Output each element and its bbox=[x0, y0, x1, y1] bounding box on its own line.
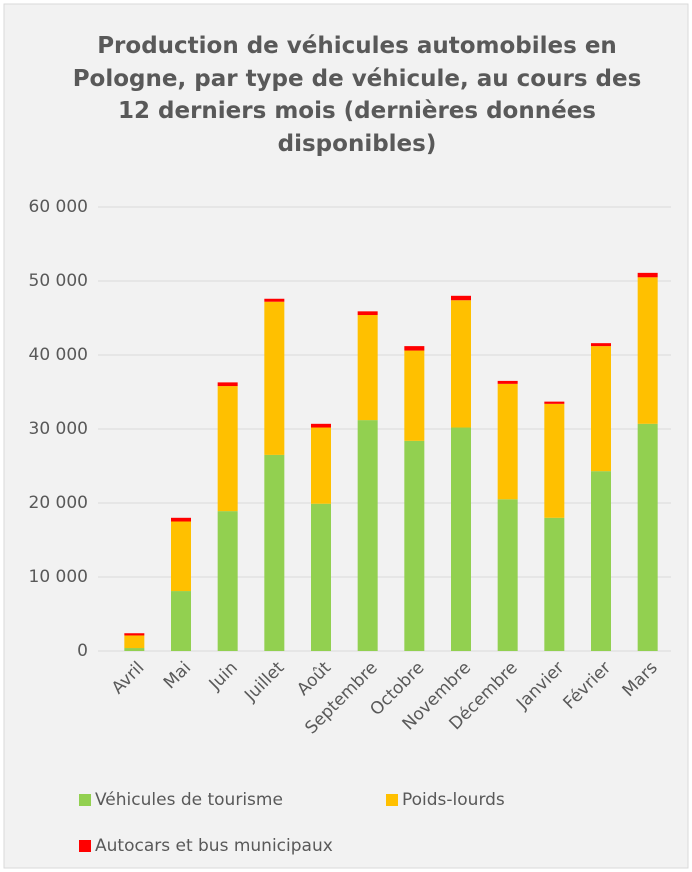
bar-segment bbox=[124, 635, 145, 649]
y-tick-label: 20 000 bbox=[29, 493, 88, 513]
bar-segment bbox=[217, 382, 238, 387]
bar-segment bbox=[404, 350, 425, 441]
chart-background bbox=[3, 3, 689, 869]
bar-segment bbox=[637, 277, 658, 424]
bar-segment bbox=[357, 311, 378, 316]
bar-segment bbox=[171, 591, 191, 651]
legend-label: Autocars et bus municipaux bbox=[95, 836, 333, 856]
legend-label: Poids-lourds bbox=[402, 790, 505, 810]
bar-segment bbox=[451, 300, 471, 428]
bar-segment bbox=[311, 503, 331, 651]
y-tick-label: 10 000 bbox=[29, 567, 88, 587]
legend-swatch bbox=[386, 794, 398, 806]
bar-segment bbox=[544, 401, 565, 404]
bar-segment bbox=[544, 517, 565, 651]
bar-segment bbox=[451, 427, 471, 651]
bar-segment bbox=[591, 471, 611, 651]
bar-segment bbox=[497, 383, 518, 500]
bar-segment bbox=[124, 633, 145, 636]
legend-swatch bbox=[79, 794, 91, 806]
bar-segment bbox=[497, 499, 518, 651]
bar-segment bbox=[171, 521, 191, 592]
legend-swatch bbox=[79, 840, 91, 852]
bar-segment bbox=[637, 423, 658, 651]
y-tick-label: 50 000 bbox=[29, 271, 88, 291]
bar-segment bbox=[264, 298, 285, 302]
bar-segment bbox=[404, 440, 425, 651]
bar-segment bbox=[311, 427, 331, 504]
bar-segment bbox=[404, 346, 425, 351]
y-tick-label: 0 bbox=[77, 641, 88, 661]
y-tick-label: 40 000 bbox=[29, 345, 88, 365]
bar-segment bbox=[451, 295, 471, 301]
bar-segment bbox=[544, 403, 565, 518]
bar-segment bbox=[591, 346, 611, 472]
bar-segment bbox=[591, 343, 611, 347]
bar-segment bbox=[217, 386, 238, 512]
bar-segment bbox=[311, 423, 331, 428]
bar-segment bbox=[497, 380, 518, 384]
bar-segment bbox=[217, 511, 238, 651]
bar-segment bbox=[124, 648, 145, 651]
bar-segment bbox=[264, 301, 285, 455]
bar-segment bbox=[171, 517, 191, 522]
bar-segment bbox=[637, 272, 658, 278]
legend-label: Véhicules de tourisme bbox=[95, 790, 283, 810]
bar-segment bbox=[357, 315, 378, 421]
y-tick-label: 60 000 bbox=[29, 197, 88, 217]
y-tick-label: 30 000 bbox=[29, 419, 88, 439]
bar-segment bbox=[264, 454, 285, 651]
chart-title: Production de véhicules automobiles en P… bbox=[72, 33, 642, 157]
bar-segment bbox=[357, 420, 378, 651]
